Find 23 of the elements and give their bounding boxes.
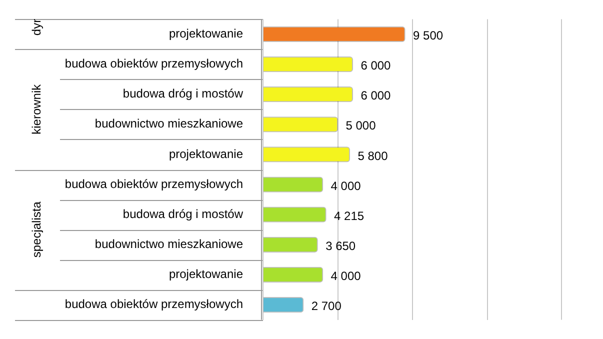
data-label: 9 500: [413, 28, 444, 43]
data-label: 2 700: [311, 299, 342, 314]
text: specjalista: [29, 201, 44, 258]
y-tick-label: budowa obiektów przemysłowych: [64, 297, 243, 312]
y-tick-label: projektowanie: [168, 146, 244, 161]
y-tick-label: budowa obiektów przemysłowych: [64, 56, 243, 71]
data-label: 6 000: [360, 58, 392, 73]
data-label: 6 000: [360, 88, 392, 103]
data-label: 5 800: [358, 148, 388, 163]
y-tick-label: budownictwo mieszkaniowe: [94, 236, 244, 251]
y-tick-label: budownictwo mieszkaniowe: [94, 116, 244, 131]
text: kierownik: [29, 83, 44, 134]
text: dyr: [29, 18, 44, 36]
y-tick-label: projektowanie: [168, 26, 244, 41]
data-label: 3 650: [326, 238, 356, 253]
data-label: 5 000: [346, 118, 376, 133]
data-label: 4 215: [334, 208, 364, 223]
y-tick-label: budowa dróg i mostów: [122, 206, 244, 221]
y-tick-label: projektowanie: [168, 267, 244, 282]
data-label: 4 000: [330, 178, 362, 193]
y-tick-label: budowa dróg i mostów: [122, 86, 244, 101]
data-label: 4 000: [330, 269, 362, 284]
y-tick-label: budowa obiektów przemysłowych: [64, 176, 243, 191]
